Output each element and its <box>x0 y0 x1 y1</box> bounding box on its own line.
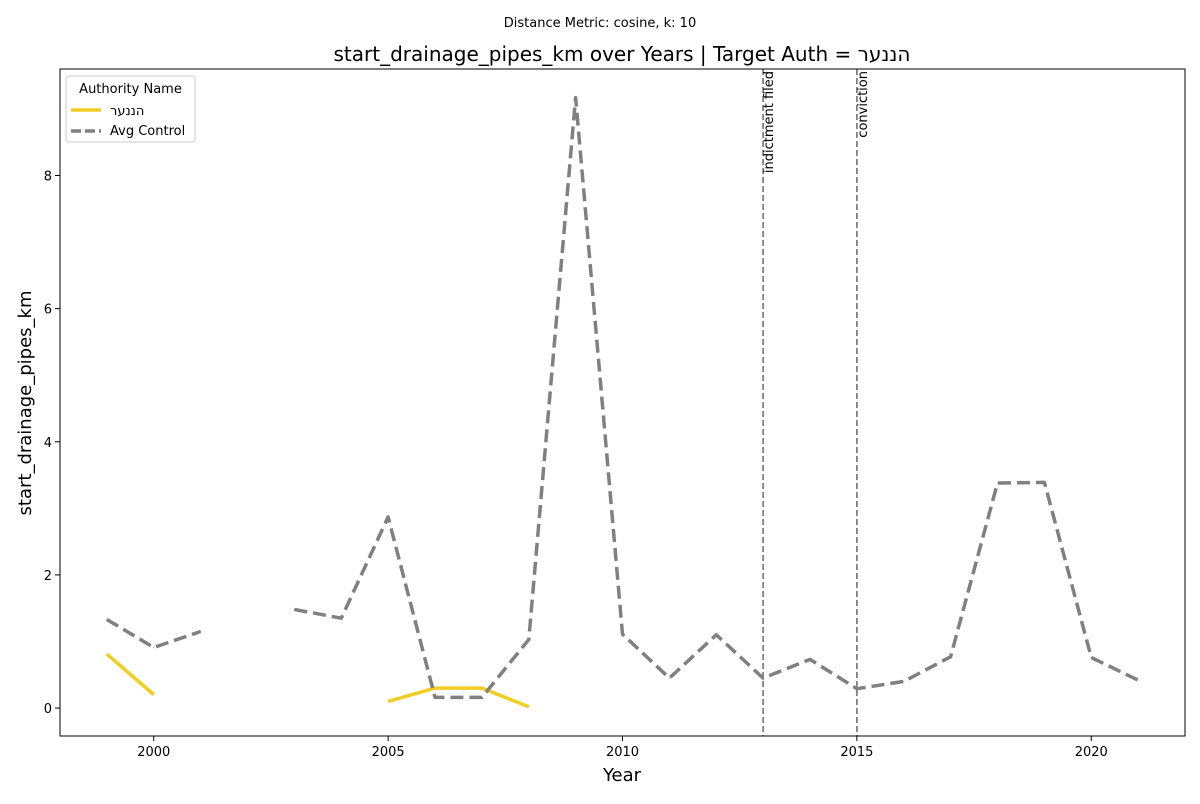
y-tick-label-4: 8 <box>44 170 52 185</box>
series-1-point-3 <box>293 609 295 611</box>
y-axis-ticks: 0 2 4 6 8 <box>44 170 60 717</box>
series-1-point-18 <box>997 482 998 484</box>
series-1-point-9 <box>575 97 577 99</box>
series-0-point-3 <box>434 687 436 689</box>
y-axis-label: start_drainage_pipes_km <box>15 291 36 516</box>
series-1-point-6 <box>434 696 436 698</box>
series-1-point-19 <box>1043 481 1045 483</box>
series-1-point-14 <box>809 658 811 660</box>
series-0-point-0 <box>106 653 108 655</box>
series-0-point-2 <box>387 700 389 702</box>
series-0-point-1 <box>153 694 155 696</box>
series-1-point-20 <box>1090 656 1092 658</box>
series-1-segment-0 <box>106 617 202 650</box>
y-tick-label-0: 0 <box>44 702 52 717</box>
series-1-point-4 <box>340 617 342 619</box>
series-0-segment-1 <box>387 686 530 709</box>
series-1-point-1 <box>153 646 155 648</box>
chart-suptitle: Distance Metric: cosine, k: 10 <box>504 16 696 31</box>
series-1-point-0 <box>106 619 108 621</box>
series-0-point-4 <box>481 687 483 689</box>
x-tick-label-2: 2010 <box>606 745 639 760</box>
series-1-point-21 <box>1137 679 1139 681</box>
y-tick-label-1: 2 <box>44 569 52 584</box>
legend-label-target: הננער <box>110 104 144 119</box>
y-tick-label-3: 6 <box>44 303 52 318</box>
x-tick-label-0: 2000 <box>137 745 170 760</box>
x-axis-ticks: 2000 2005 2010 2015 2020 <box>137 736 1108 760</box>
legend-title: Authority Name <box>79 82 182 97</box>
legend: Authority Name הננער Avg Control <box>65 75 196 143</box>
legend-label-avg-control: Avg Control <box>110 124 185 139</box>
y-tick-label-2: 4 <box>44 436 52 451</box>
event-label-0: indictment filed <box>762 71 777 173</box>
x-tick-label-1: 2005 <box>372 745 405 760</box>
series-1-point-16 <box>903 680 905 682</box>
series-0-segment-0 <box>105 652 155 697</box>
x-axis-label: Year <box>602 765 642 786</box>
series-1-point-13 <box>762 677 764 679</box>
series-1-point-12 <box>715 634 717 636</box>
x-tick-label-3: 2015 <box>840 745 873 760</box>
x-tick-label-4: 2020 <box>1075 745 1108 760</box>
event-label-1: conviction <box>856 71 871 138</box>
series-1-point-2 <box>200 630 202 632</box>
series-1-point-8 <box>528 638 530 640</box>
chart-title: start_drainage_pipes_km over Years | Tar… <box>334 42 911 66</box>
series-1-point-7 <box>481 696 483 698</box>
series-1-point-17 <box>950 656 952 658</box>
series-1-point-10 <box>622 633 623 635</box>
series-1-segment-1 <box>294 95 1139 700</box>
plot-area: indictment filed conviction <box>105 69 1139 736</box>
series-1-point-11 <box>668 677 670 679</box>
legend-box <box>65 75 196 143</box>
series-0-point-5 <box>528 706 530 708</box>
series-1-point-5 <box>387 516 389 518</box>
series-1-point-15 <box>856 688 858 690</box>
